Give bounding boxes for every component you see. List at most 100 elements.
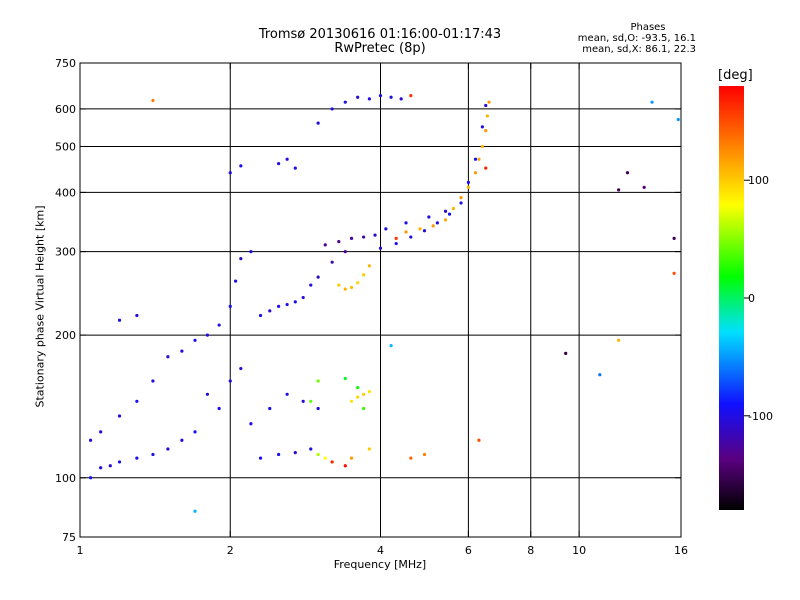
echo-point — [151, 452, 155, 457]
echo-point — [367, 447, 371, 451]
echo-point — [435, 221, 439, 225]
chart-title: Tromsø 20130616 01:16:00-01:17:43 — [258, 27, 502, 42]
echo-point — [309, 399, 313, 403]
echo-point — [285, 157, 289, 161]
echo-point — [343, 100, 347, 104]
echo-point — [277, 304, 281, 308]
echo-point — [151, 379, 155, 383]
echo-point — [418, 227, 422, 231]
echo-point — [362, 406, 366, 411]
echo-point — [394, 241, 398, 246]
phases-heading: Phases — [630, 22, 666, 33]
echo-point — [642, 185, 646, 189]
echo-point — [451, 206, 456, 211]
echo-point — [349, 285, 354, 290]
y-tick-label: 750 — [55, 57, 76, 70]
echo-point — [443, 209, 448, 213]
echo-point — [193, 430, 197, 434]
echo-point — [277, 452, 281, 457]
echo-point — [135, 456, 139, 460]
echo-point — [205, 333, 210, 337]
x-tick-label: 6 — [465, 544, 472, 557]
echo-point — [228, 304, 232, 308]
echo-point — [323, 456, 327, 460]
echo-point — [249, 250, 253, 254]
echo-point — [459, 201, 463, 205]
colorbar-ticks: 100 0 -100 — [744, 174, 773, 423]
echo-point — [598, 373, 602, 377]
echo-point — [343, 376, 347, 381]
echo-point — [484, 166, 488, 170]
echo-point — [228, 379, 232, 383]
echo-point — [316, 275, 320, 279]
echo-point — [356, 395, 360, 399]
x-tick-label: 10 — [572, 544, 586, 557]
echo-point — [349, 456, 354, 460]
y-tick-label: 100 — [55, 472, 76, 485]
echo-point — [117, 460, 122, 464]
echo-point — [384, 227, 388, 231]
echo-point — [349, 399, 354, 403]
echo-point — [249, 422, 253, 426]
y-tick-label: 75 — [62, 531, 76, 544]
colorbar-tick-label: 0 — [748, 292, 755, 305]
echo-point — [217, 406, 221, 411]
y-tick-label: 600 — [55, 103, 76, 116]
echo-point — [466, 185, 470, 189]
echo-point — [323, 243, 327, 247]
echo-point — [330, 460, 334, 464]
echo-point — [480, 144, 484, 149]
echo-point — [367, 264, 371, 268]
echo-point — [447, 212, 452, 216]
echo-point — [117, 414, 122, 418]
echo-point — [193, 338, 197, 342]
echo-point — [672, 236, 676, 240]
colorbar-tick-label: 100 — [748, 174, 769, 187]
echo-point — [394, 236, 398, 240]
echo-point — [293, 300, 297, 304]
echo-point — [277, 162, 281, 166]
x-tick-label: 4 — [377, 544, 384, 557]
x-axis-label: Frequency [MHz] — [333, 558, 427, 571]
echo-point — [404, 230, 408, 234]
echo-point — [234, 279, 238, 283]
echo-point — [617, 188, 621, 192]
echo-point — [293, 166, 297, 170]
echo-point — [301, 295, 305, 300]
echo-point — [378, 246, 383, 250]
echo-point — [135, 399, 139, 403]
y-tick-label: 300 — [55, 246, 76, 259]
echo-point — [258, 456, 263, 460]
echo-point — [99, 466, 103, 470]
echo-point — [337, 239, 341, 244]
echo-point — [356, 385, 360, 390]
echo-point — [422, 452, 427, 457]
echo-point — [268, 406, 272, 411]
echo-point — [362, 235, 366, 239]
echo-point — [239, 366, 243, 371]
echo-point — [301, 399, 305, 403]
echo-point — [228, 171, 232, 175]
x-tick-label: 1 — [77, 544, 84, 557]
echo-point — [309, 283, 313, 287]
phase-stats-x: mean, sd,X: 86.1, 22.3 — [582, 44, 696, 55]
echo-point — [258, 313, 263, 318]
echo-point — [337, 283, 341, 287]
echo-point — [316, 379, 320, 383]
echo-point — [564, 351, 568, 355]
echo-point — [362, 392, 366, 396]
echo-point — [117, 318, 122, 322]
echo-point — [356, 281, 360, 285]
echo-point — [316, 452, 320, 457]
echo-point — [431, 224, 435, 228]
echo-point — [487, 100, 491, 104]
echo-point — [293, 451, 297, 455]
data-points — [88, 94, 680, 513]
echo-point — [367, 389, 371, 394]
echo-point — [484, 103, 488, 108]
echo-point — [108, 464, 112, 468]
echo-point — [309, 447, 313, 451]
echo-point — [625, 171, 630, 175]
echo-point — [650, 100, 654, 104]
